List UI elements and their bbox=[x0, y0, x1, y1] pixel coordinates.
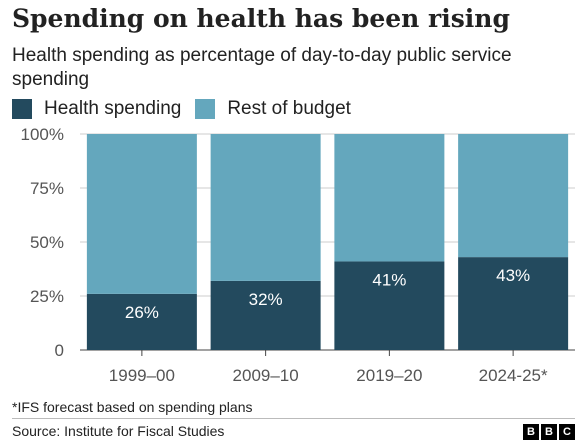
source-text: Source: Institute for Fiscal Studies bbox=[12, 423, 225, 439]
chart-title: Spending on health has been rising bbox=[12, 4, 510, 33]
y-tick-label: 50% bbox=[30, 233, 64, 252]
chart-subtitle: Health spending as percentage of day-to-… bbox=[12, 45, 512, 90]
logo-letter: C bbox=[559, 424, 575, 440]
legend-swatch-rest bbox=[195, 99, 216, 119]
legend-label-health: Health spending bbox=[44, 98, 182, 119]
bar-health-spending bbox=[210, 280, 321, 350]
data-label: 43% bbox=[496, 266, 530, 285]
x-tick-label: 2024-25* bbox=[479, 366, 548, 385]
y-tick-label: 100% bbox=[21, 125, 64, 144]
legend-item-health: Health spending bbox=[12, 98, 181, 120]
x-tick-label: 1999–00 bbox=[109, 366, 175, 385]
x-tick-label: 2009–10 bbox=[233, 366, 299, 385]
legend-swatch-health bbox=[12, 99, 32, 119]
y-tick-label: 25% bbox=[30, 287, 64, 306]
footer-divider bbox=[12, 418, 575, 419]
bbc-logo: B B C bbox=[523, 424, 575, 440]
legend-label-rest: Rest of budget bbox=[227, 98, 351, 119]
y-tick-label: 0 bbox=[55, 341, 64, 360]
data-label: 32% bbox=[249, 290, 283, 309]
bar-health-spending bbox=[86, 293, 197, 350]
legend: Health spending Rest of budget bbox=[12, 98, 365, 120]
y-tick-label: 75% bbox=[30, 179, 64, 198]
logo-letter: B bbox=[523, 424, 539, 440]
data-label: 26% bbox=[125, 303, 159, 322]
stacked-bar-chart: 0 25% 50% 75% 100% 26% 1999–00 32% 2009–10 41% 201… bbox=[21, 125, 575, 385]
legend-item-rest: Rest of budget bbox=[195, 98, 351, 120]
bar-rest-of-budget bbox=[86, 134, 197, 294]
data-label: 41% bbox=[372, 270, 406, 289]
bar-health-spending bbox=[334, 261, 445, 350]
footnote: *IFS forecast based on spending plans bbox=[12, 399, 253, 415]
x-tick-label: 2019–20 bbox=[356, 366, 422, 385]
bar-rest-of-budget bbox=[458, 134, 569, 258]
bar-rest-of-budget bbox=[210, 134, 321, 281]
bar-health-spending bbox=[458, 257, 569, 350]
bar-rest-of-budget bbox=[334, 134, 445, 262]
logo-letter: B bbox=[541, 424, 557, 440]
